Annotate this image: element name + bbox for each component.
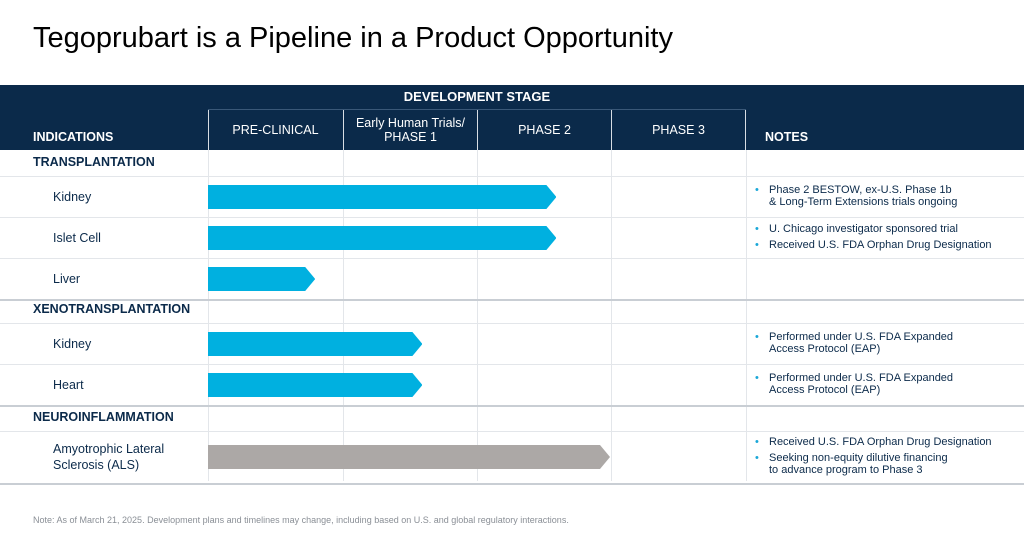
notes-cell: • Performed under U.S. FDA Expanded Acces… xyxy=(755,331,1015,359)
stage-phase2-header: PHASE 2 xyxy=(477,110,611,150)
indication-label: Kidney xyxy=(53,189,92,204)
row-divider xyxy=(0,217,1024,218)
column-divider xyxy=(208,150,209,481)
indication-label: Amyotrophic Lateral Sclerosis (ALS) xyxy=(53,442,165,472)
note-item: • Received U.S. FDA Orphan Drug Designati… xyxy=(755,436,1015,448)
row-divider xyxy=(0,323,1024,324)
note-item: • Performed under U.S. FDA Expanded Acces… xyxy=(755,372,1015,396)
note-item: • Received U.S. FDA Orphan Drug Designati… xyxy=(755,239,1015,251)
note-item: • Seeking non-equity dilutive financing t… xyxy=(755,452,1015,476)
indication-label: Liver xyxy=(53,271,81,286)
progress-arrow xyxy=(208,266,316,291)
column-divider xyxy=(477,150,478,481)
notes-header: NOTES xyxy=(765,130,809,144)
note-text: Seeking non-equity dilutive financing to… xyxy=(769,452,948,476)
section-header: NEUROINFLAMMATION xyxy=(33,410,174,424)
section-header: TRANSPLANTATION xyxy=(33,155,155,169)
row-divider xyxy=(0,483,1024,485)
bullet-icon: • xyxy=(755,183,759,196)
row-divider xyxy=(0,405,1024,407)
column-divider xyxy=(746,150,747,481)
table-header: INDICATIONS DEVELOPMENT STAGE PRE-CLINIC… xyxy=(0,85,1024,150)
progress-arrow xyxy=(208,445,610,469)
indication-label: Heart xyxy=(53,377,84,392)
note-item: • U. Chicago investigator sponsored trial xyxy=(755,223,1015,235)
section-header: XENOTRANSPLANTATION xyxy=(33,302,191,316)
notes-cell: • Phase 2 BESTOW, ex-U.S. Phase 1b & Long… xyxy=(755,184,1015,212)
note-text: U. Chicago investigator sponsored trial xyxy=(769,222,958,235)
page-title: Tegoprubart is a Pipeline in a Product O… xyxy=(33,22,673,54)
row-divider xyxy=(0,431,1024,432)
note-text: Received U.S. FDA Orphan Drug Designatio… xyxy=(769,238,992,251)
note-text: Received U.S. FDA Orphan Drug Designatio… xyxy=(769,436,992,448)
progress-arrow xyxy=(208,184,557,209)
progress-arrow xyxy=(208,331,423,356)
column-divider xyxy=(343,150,344,481)
bullet-icon: • xyxy=(755,436,759,448)
note-text: Performed under U.S. FDA Expanded Access… xyxy=(769,330,954,355)
progress-arrow xyxy=(208,372,423,397)
row-divider xyxy=(0,176,1024,177)
row-divider xyxy=(0,299,1024,301)
development-stage-header: DEVELOPMENT STAGE xyxy=(208,85,746,110)
row-divider xyxy=(0,364,1024,365)
stage-phase3-header: PHASE 3 xyxy=(611,110,746,150)
column-divider xyxy=(611,150,612,481)
note-text: Phase 2 BESTOW, ex-U.S. Phase 1b & Long-… xyxy=(769,183,958,208)
note-item: • Performed under U.S. FDA Expanded Acces… xyxy=(755,331,1015,355)
stage-preclinical-header: PRE-CLINICAL xyxy=(208,110,342,150)
notes-cell: • Performed under U.S. FDA Expanded Acces… xyxy=(755,372,1015,400)
note-text: Performed under U.S. FDA Expanded Access… xyxy=(769,371,954,396)
note-item: • Phase 2 BESTOW, ex-U.S. Phase 1b & Long… xyxy=(755,184,1015,208)
row-divider xyxy=(0,258,1024,259)
indication-label: Kidney xyxy=(53,336,92,351)
progress-arrow xyxy=(208,225,557,250)
bullet-icon: • xyxy=(755,238,759,251)
indications-header: INDICATIONS xyxy=(33,130,114,144)
footnote: Note: As of March 21, 2025. Development … xyxy=(33,515,569,525)
indication-label: Islet Cell xyxy=(53,230,101,245)
notes-cell: • U. Chicago investigator sponsored trial… xyxy=(755,223,1015,255)
bullet-icon: • xyxy=(755,371,759,384)
notes-cell: • Received U.S. FDA Orphan Drug Designati… xyxy=(755,436,1015,480)
bullet-icon: • xyxy=(755,330,759,343)
stage-phase1-header: Early Human Trials/ PHASE 1 xyxy=(343,110,477,150)
bullet-icon: • xyxy=(755,222,759,235)
bullet-icon: • xyxy=(755,452,759,464)
